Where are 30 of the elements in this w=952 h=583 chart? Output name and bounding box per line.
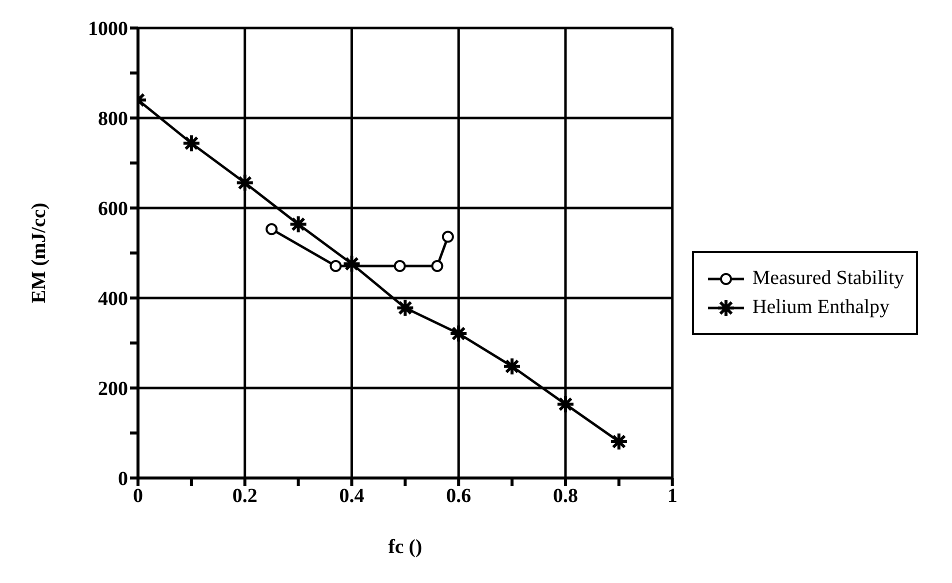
point	[431, 260, 444, 272]
x-tick-label: 0.8	[552, 485, 578, 508]
x-tick-label: 0	[133, 485, 143, 508]
x-tick-label: 0.2	[232, 485, 258, 508]
point	[182, 134, 201, 153]
point	[266, 223, 278, 236]
y-tick-label: 1000	[88, 18, 128, 40]
y-axis-title: EM (mJ/cc)	[28, 202, 50, 304]
y-tick-label: 600	[98, 198, 128, 220]
x-axis-title: fc ()	[388, 536, 422, 558]
y-tick-label: 400	[98, 288, 128, 310]
y-tick-label: 800	[98, 108, 128, 130]
point	[288, 214, 308, 234]
point	[396, 298, 415, 318]
point	[556, 394, 575, 414]
point	[235, 173, 254, 192]
y-tick-label: 0	[118, 468, 128, 490]
point	[330, 260, 342, 272]
point	[449, 324, 468, 344]
x-tick-label: 0.4	[339, 485, 364, 508]
x-tick-label: 1	[667, 485, 678, 508]
point	[342, 254, 362, 274]
point	[502, 356, 522, 376]
point	[442, 230, 454, 243]
legend-label: Measured Stability	[752, 267, 904, 290]
point	[394, 260, 406, 272]
point	[609, 432, 628, 452]
legend-label: Helium Enthalpy	[752, 296, 890, 319]
x-tick-label: 0.6	[446, 485, 472, 508]
y-tick-label: 200	[98, 378, 128, 400]
